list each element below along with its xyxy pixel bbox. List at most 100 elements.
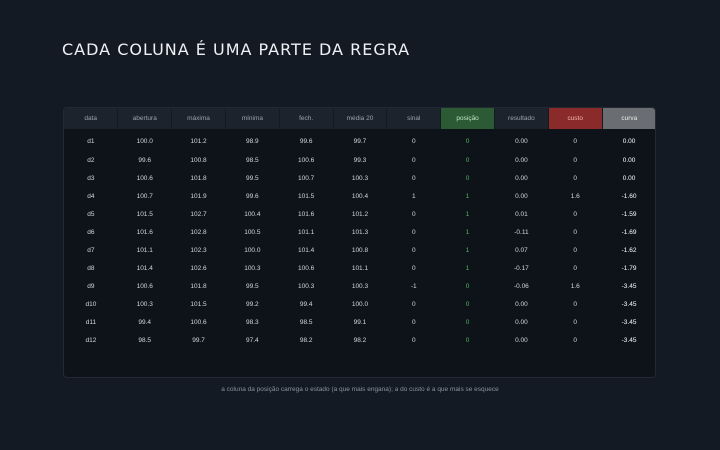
- cell-abertura: 98.5: [138, 336, 152, 344]
- cell-resultado: 0.01: [515, 210, 528, 218]
- cell-fech: 99.6: [299, 138, 313, 145]
- cell-maxima: 102.8: [190, 228, 207, 236]
- cell-abertura: 101.1: [136, 246, 153, 254]
- cell-abertura: 101.4: [136, 264, 153, 272]
- cell-posicao: 1: [465, 264, 470, 272]
- cell-fech: 98.2: [299, 336, 313, 344]
- cell-media-20: 100.3: [351, 282, 369, 290]
- cell-posicao: 0: [465, 300, 470, 308]
- cell-custo: 0: [573, 318, 578, 326]
- cell-fech: 101.6: [298, 210, 315, 218]
- cell-resultado: 0.00: [515, 318, 528, 326]
- cell-resultado: -0.11: [514, 228, 529, 236]
- cell-curva: 0.00: [622, 156, 636, 164]
- table-row: d10 100.3 101.5 99.2 99.4 100.0 0 0 0.00 0 -3.45: [64, 295, 655, 313]
- cell-abertura: 100.3: [136, 300, 153, 308]
- cell-data: d1: [87, 138, 95, 145]
- cell-minima: 100.4: [244, 210, 261, 218]
- cell-custo: 0: [573, 336, 578, 344]
- header-abertura: abertura: [117, 108, 173, 129]
- cell-sinal: 0: [411, 210, 416, 218]
- table-row: d7 101.1 102.3 100.0 101.4 100.8 0 1 0.07 0 -1.62: [64, 241, 655, 259]
- cell-sinal: 0: [411, 228, 416, 236]
- cell-custo: 0: [573, 156, 578, 164]
- cell-sinal: 0: [411, 300, 416, 308]
- cell-fech: 101.5: [298, 192, 315, 200]
- cell-custo: 1.6: [570, 282, 580, 290]
- cell-minima: 100.0: [244, 246, 261, 254]
- cell-curva: -1.69: [621, 228, 637, 236]
- cell-fech: 100.3: [298, 282, 315, 290]
- data-table-panel: data abertura máxima mínima fech. média …: [63, 107, 656, 378]
- header-data: data: [64, 108, 119, 129]
- cell-abertura: 101.5: [136, 210, 153, 218]
- cell-custo: 0: [573, 264, 578, 272]
- cell-fech: 101.4: [298, 246, 315, 254]
- cell-posicao: 0: [465, 156, 470, 164]
- cell-maxima: 101.9: [190, 192, 207, 200]
- cell-sinal: 0: [411, 246, 416, 254]
- cell-maxima: 99.7: [192, 336, 205, 344]
- table-row: d6 101.6 102.8 100.5 101.1 101.3 0 1 -0.11 0 -1.69: [64, 223, 655, 241]
- header-posicao: posição: [440, 108, 495, 129]
- cell-resultado: 0.00: [515, 336, 528, 344]
- table-row: d1 100.0 101.2 98.9 99.6 99.7 0 0 0.00 0 0.00: [64, 129, 655, 151]
- cell-posicao: 1: [465, 210, 470, 218]
- table-row: d4 100.7 101.9 99.6 101.5 100.4 1 1 0.00 1.6 -1.60: [64, 187, 655, 205]
- table-row: d11 99.4 100.6 98.3 98.5 99.1 0 0 0.00 0 -3.45: [64, 313, 655, 331]
- cell-posicao: 0: [465, 138, 470, 145]
- cell-resultado: -0.17: [513, 264, 529, 272]
- cell-resultado: 0.00: [515, 138, 528, 145]
- cell-media-20: 101.2: [351, 210, 369, 218]
- cell-media-20: 100.0: [351, 300, 369, 308]
- cell-resultado: 0.00: [515, 156, 528, 164]
- cell-abertura: 99.4: [138, 318, 152, 326]
- header-resultado: resultado: [494, 108, 549, 129]
- cell-fech: 100.6: [298, 156, 315, 164]
- cell-minima: 98.5: [246, 156, 259, 164]
- table-row: d12 98.5 99.7 97.4 98.2 98.2 0 0 0.00 0 -3.45: [64, 331, 655, 349]
- header-fech: fech.: [279, 108, 334, 129]
- cell-posicao: 0: [465, 174, 470, 182]
- cell-posicao: 1: [465, 246, 470, 254]
- cell-minima: 99.2: [246, 300, 259, 308]
- cell-abertura: 101.6: [136, 228, 153, 236]
- cell-media-20: 101.1: [351, 264, 369, 272]
- cell-minima: 99.6: [246, 192, 259, 200]
- cell-posicao: 0: [465, 336, 470, 344]
- cell-fech: 98.5: [299, 318, 313, 326]
- cell-data: d12: [85, 336, 97, 344]
- cell-curva: 0.00: [622, 174, 636, 182]
- cell-fech: 101.1: [298, 228, 315, 236]
- cell-media-20: 101.3: [351, 228, 369, 236]
- cell-sinal: 0: [411, 264, 416, 272]
- table-body: d1 100.0 101.2 98.9 99.6 99.7 0 0 0.00 0 0.00 d2 99.…: [64, 129, 655, 349]
- cell-data: d8: [87, 264, 95, 272]
- cell-curva: -3.45: [621, 300, 637, 308]
- cell-media-20: 100.8: [351, 246, 369, 254]
- cell-custo: 1.6: [570, 192, 580, 200]
- cell-maxima: 102.3: [190, 246, 207, 254]
- cell-minima: 100.3: [244, 264, 261, 272]
- cell-media-20: 100.4: [351, 192, 369, 200]
- cell-data: d3: [87, 174, 95, 182]
- cell-curva: -1.62: [621, 246, 637, 254]
- cell-maxima: 101.5: [190, 300, 207, 308]
- data-table: data abertura máxima mínima fech. média …: [64, 108, 655, 349]
- cell-resultado: -0.06: [513, 282, 529, 290]
- cell-resultado: 0.00: [515, 192, 528, 200]
- cell-resultado: 0.00: [515, 300, 528, 308]
- table-row: d2 99.6 100.8 98.5 100.6 99.3 0 0 0.00 0 0.00: [64, 151, 655, 169]
- cell-maxima: 100.8: [190, 156, 207, 164]
- cell-media-20: 99.7: [353, 138, 367, 145]
- cell-data: d11: [85, 318, 97, 326]
- header-custo: custo: [548, 108, 603, 129]
- cell-data: d5: [87, 210, 95, 218]
- cell-custo: 0: [573, 228, 578, 236]
- cell-data: d9: [87, 282, 95, 290]
- cell-curva: -1.59: [621, 210, 637, 218]
- table-row: d3 100.6 101.8 99.5 100.7 100.3 0 0 0.00 0 0.00: [64, 169, 655, 187]
- cell-media-20: 99.3: [353, 156, 367, 164]
- cell-sinal: 0: [411, 318, 416, 326]
- table-row: d9 100.6 101.8 99.5 100.3 100.3 -1 0 -0.06 1.6 -3.…: [64, 277, 655, 295]
